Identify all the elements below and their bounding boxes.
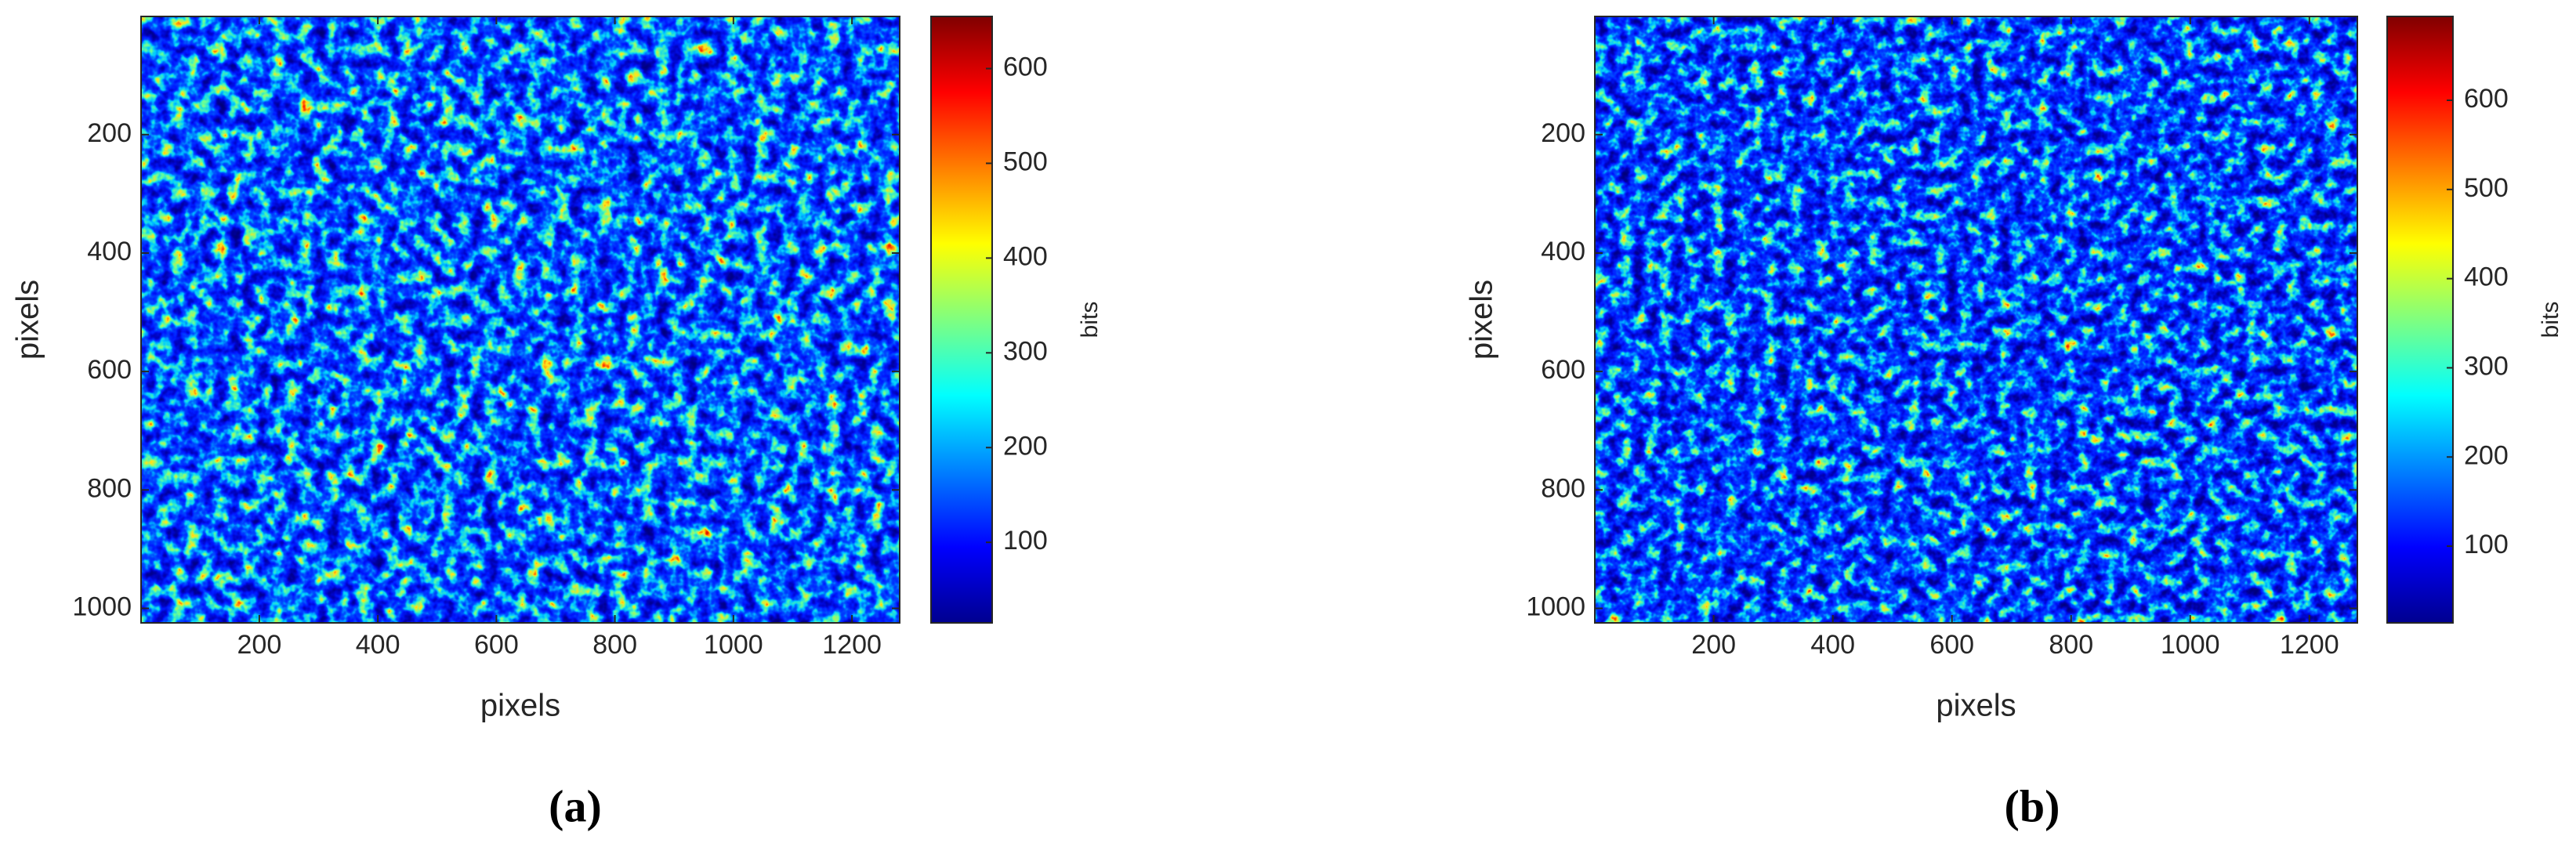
x-tick-label: 200 [237, 630, 282, 660]
x-axis-label: pixels [480, 689, 560, 723]
y-tick-label: 200 [87, 118, 132, 148]
colorbar-tick-label: 600 [2464, 84, 2509, 114]
y-tick-label: 400 [1541, 237, 1585, 266]
x-tick-label: 1200 [822, 630, 882, 660]
colorbar-tick-label: 200 [1003, 431, 1048, 461]
colorbar-label: bits [2538, 302, 2563, 338]
colorbar-tick-label: 500 [2464, 173, 2509, 203]
heatmap-image [141, 16, 900, 623]
y-tick-label: 600 [87, 355, 132, 385]
colorbar-tick-label: 400 [2464, 262, 2509, 292]
colorbar-label: bits [1077, 302, 1103, 338]
y-tick-label: 400 [87, 237, 132, 266]
x-tick-label: 400 [1810, 630, 1855, 660]
x-tick-label: 1000 [704, 630, 763, 660]
colorbar-tick-label: 500 [1003, 147, 1048, 176]
colorbar [2386, 16, 2454, 624]
colorbar-tick-label: 100 [2464, 530, 2509, 559]
y-tick-label: 1000 [1526, 592, 1585, 621]
colorbar [930, 16, 993, 624]
y-axis-label: pixels [1465, 280, 1499, 360]
y-tick-label: 1000 [72, 592, 132, 621]
colorbar-tick-label: 300 [2464, 351, 2509, 381]
x-tick-label: 800 [592, 630, 637, 660]
y-axis-label: pixels [11, 280, 45, 360]
x-tick-label: 1200 [2280, 630, 2339, 660]
y-tick-label: 600 [1541, 355, 1585, 385]
colorbar-tick-label: 100 [1003, 526, 1048, 555]
colorbar-tick-label: 400 [1003, 241, 1048, 271]
caption: (a) [549, 780, 602, 831]
x-tick-label: 200 [1691, 630, 1736, 660]
y-tick-label: 800 [87, 473, 132, 503]
colorbar-tick-label: 200 [2464, 440, 2509, 470]
y-tick-label: 800 [1541, 473, 1585, 503]
axes-frame [140, 16, 900, 624]
x-tick-label: 400 [356, 630, 400, 660]
axes-frame [1594, 16, 2358, 624]
x-tick-label: 600 [1929, 630, 1974, 660]
caption: (b) [2005, 780, 2060, 831]
colorbar-tick-label: 600 [1003, 52, 1048, 82]
heatmap-image [1595, 16, 2357, 623]
x-tick-label: 1000 [2161, 630, 2220, 660]
colorbar-tick-label: 300 [1003, 336, 1048, 366]
x-axis-label: pixels [1936, 689, 2016, 723]
y-tick-label: 200 [1541, 118, 1585, 148]
x-tick-label: 800 [2049, 630, 2093, 660]
x-tick-label: 600 [474, 630, 519, 660]
